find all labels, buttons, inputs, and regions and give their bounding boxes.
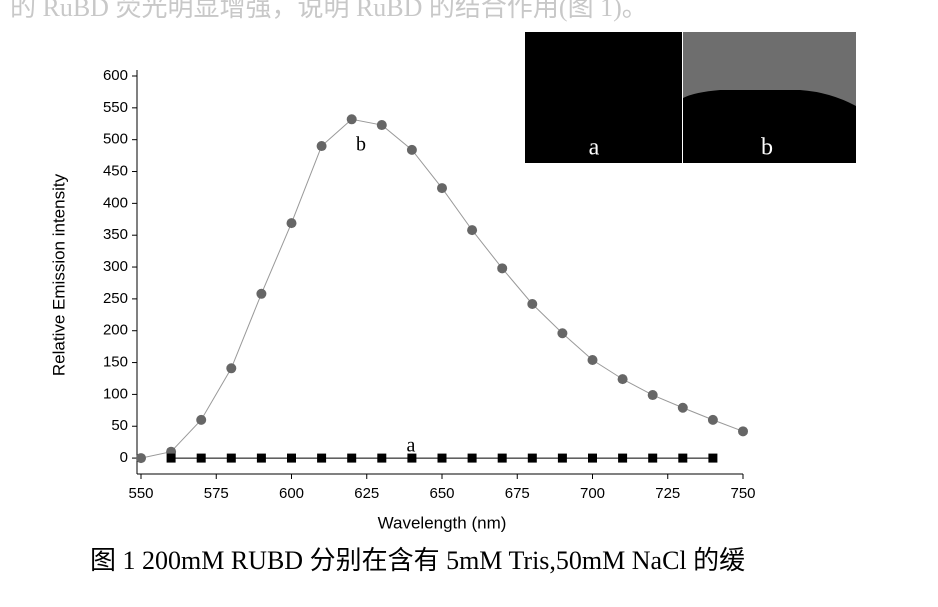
data-point <box>527 453 537 463</box>
data-point <box>196 453 206 463</box>
data-point <box>588 453 597 463</box>
y-tick-label: 400 <box>103 194 128 211</box>
y-tick-label: 150 <box>103 354 128 371</box>
inset-label: a <box>589 135 600 161</box>
y-tick-label: 0 <box>120 449 128 466</box>
series-line <box>140 118 744 459</box>
series-label: b <box>356 134 366 156</box>
inset-panel-a <box>525 32 682 163</box>
data-point <box>618 453 628 463</box>
inset-glow <box>683 32 856 106</box>
data-point <box>136 453 146 464</box>
y-tick-label: 100 <box>103 385 128 402</box>
data-point <box>617 374 628 385</box>
data-point <box>497 263 508 274</box>
y-tick-label: 600 <box>103 67 128 84</box>
series-label: a <box>407 435 416 457</box>
x-tick-label: 575 <box>204 485 229 502</box>
data-point <box>707 414 718 425</box>
data-point <box>406 144 417 155</box>
x-tick-label: 600 <box>279 485 304 502</box>
data-point <box>497 453 507 463</box>
x-tick-label: 750 <box>730 485 755 502</box>
data-point <box>407 453 417 463</box>
data-point <box>347 453 357 463</box>
data-point <box>316 141 327 152</box>
data-point <box>226 363 237 374</box>
data-point <box>557 453 567 463</box>
data-point <box>286 218 297 229</box>
data-point <box>317 453 327 463</box>
header-text: 的 RuBD 荧光明显增强，说明 RuBD 的结合作用(图 1)。 <box>10 0 648 22</box>
y-tick-label: 500 <box>103 131 128 148</box>
data-point <box>648 453 658 463</box>
data-point <box>346 114 357 125</box>
y-tick-label: 200 <box>103 322 128 339</box>
caption: 图 1 200mM RUBD 分别在含有 5mM Tris,50mM NaCl … <box>90 546 745 575</box>
data-point <box>708 453 718 463</box>
y-tick-label: 250 <box>103 290 128 307</box>
x-tick-label: 625 <box>354 485 379 502</box>
y-axis-title: Relative Emission intensity <box>49 173 68 376</box>
x-tick-label: 725 <box>655 485 680 502</box>
data-point <box>166 453 176 463</box>
inset-label: b <box>761 135 773 161</box>
data-point <box>256 288 267 299</box>
data-point <box>557 328 568 339</box>
data-point <box>467 453 477 463</box>
data-point <box>437 453 447 463</box>
y-tick-label: 450 <box>103 162 128 179</box>
x-tick-label: 650 <box>429 485 454 502</box>
data-point <box>256 453 266 463</box>
y-tick-label: 550 <box>103 99 128 116</box>
data-point <box>527 298 538 309</box>
data-point <box>678 453 688 463</box>
data-point <box>738 426 748 437</box>
inset: a b <box>525 32 856 163</box>
data-point <box>677 402 688 413</box>
data-point <box>226 453 236 463</box>
data-point <box>287 453 296 463</box>
y-tick-label: 50 <box>111 417 128 434</box>
x-tick-label: 675 <box>505 485 530 502</box>
data-point <box>377 453 387 463</box>
data-point <box>467 225 478 236</box>
data-point <box>196 414 207 425</box>
data-point <box>587 355 598 366</box>
x-axis-title: Wavelength (nm) <box>378 513 507 532</box>
x-tick-label: 700 <box>580 485 605 502</box>
data-point <box>437 183 447 194</box>
data-point <box>647 390 658 401</box>
y-tick-label: 300 <box>103 258 128 275</box>
y-tick-label: 350 <box>103 226 128 243</box>
x-tick-label: 550 <box>128 485 153 502</box>
data-point <box>376 120 387 131</box>
